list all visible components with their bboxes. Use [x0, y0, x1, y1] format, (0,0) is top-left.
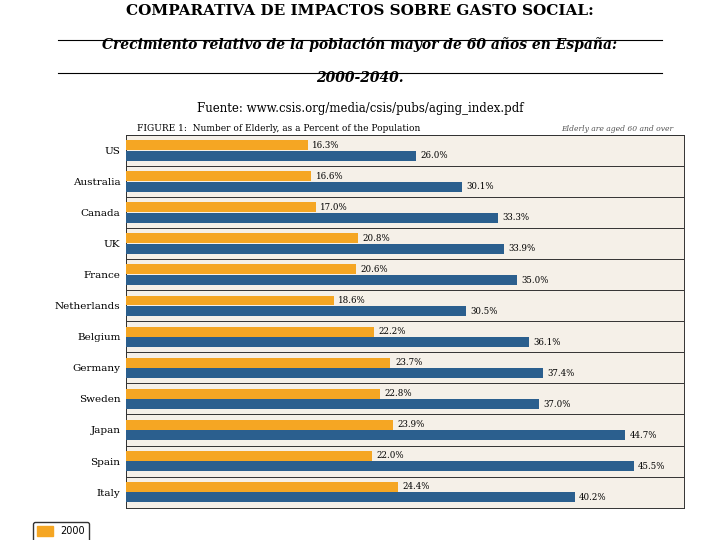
Text: 20.6%: 20.6%: [361, 265, 388, 274]
Text: 37.0%: 37.0%: [544, 400, 571, 409]
Text: COMPARATIVA DE IMPACTOS SOBRE GASTO SOCIAL:: COMPARATIVA DE IMPACTOS SOBRE GASTO SOCI…: [126, 4, 594, 18]
Text: 16.6%: 16.6%: [315, 172, 343, 181]
Text: 30.5%: 30.5%: [471, 307, 498, 315]
Bar: [126, 420, 392, 430]
Text: 23.7%: 23.7%: [395, 358, 423, 367]
Bar: [126, 291, 684, 321]
Bar: [126, 482, 398, 492]
Bar: [126, 197, 684, 228]
Bar: [126, 357, 390, 368]
Text: 26.0%: 26.0%: [420, 151, 449, 160]
Bar: [126, 451, 372, 461]
Bar: [126, 446, 684, 477]
Text: 2000-2040.: 2000-2040.: [316, 71, 404, 85]
Bar: [126, 202, 315, 212]
Bar: [126, 327, 374, 336]
Text: 20.8%: 20.8%: [363, 234, 390, 243]
Text: Fuente: www.csis.org/media/csis/pubs/aging_index.pdf: Fuente: www.csis.org/media/csis/pubs/agi…: [197, 102, 523, 115]
Bar: [126, 352, 684, 383]
Bar: [126, 182, 462, 192]
Text: 16.3%: 16.3%: [312, 141, 340, 150]
Bar: [126, 389, 380, 399]
Bar: [126, 321, 684, 353]
Text: 17.0%: 17.0%: [320, 203, 348, 212]
Text: 33.3%: 33.3%: [502, 213, 529, 222]
Text: FIGURE 1:  Number of Elderly, as a Percent of the Population: FIGURE 1: Number of Elderly, as a Percen…: [137, 124, 420, 133]
Text: 45.5%: 45.5%: [638, 462, 666, 471]
Bar: [126, 166, 684, 197]
Text: 35.0%: 35.0%: [521, 275, 549, 285]
Text: 37.4%: 37.4%: [548, 369, 575, 377]
Bar: [126, 135, 684, 166]
Text: Elderly are aged 60 and over: Elderly are aged 60 and over: [561, 125, 673, 133]
Bar: [126, 476, 684, 508]
Text: 30.1%: 30.1%: [467, 183, 494, 191]
Bar: [126, 140, 308, 150]
Bar: [126, 244, 504, 254]
Bar: [126, 461, 634, 471]
Bar: [126, 383, 684, 415]
Text: 18.6%: 18.6%: [338, 296, 366, 305]
Bar: [126, 213, 498, 223]
Bar: [126, 337, 529, 347]
Text: 23.9%: 23.9%: [397, 420, 425, 429]
Bar: [126, 306, 467, 316]
Bar: [126, 399, 539, 409]
Bar: [126, 171, 311, 181]
Bar: [126, 295, 333, 306]
Text: 22.0%: 22.0%: [376, 451, 404, 460]
Text: 40.2%: 40.2%: [579, 493, 607, 502]
Bar: [126, 233, 358, 244]
Bar: [126, 430, 625, 440]
Bar: [126, 151, 416, 161]
Bar: [126, 275, 517, 285]
Bar: [126, 492, 575, 502]
Bar: [126, 415, 684, 446]
Text: 24.4%: 24.4%: [402, 482, 431, 491]
Text: Crecimiento relativo de la población mayor de 60 años en España:: Crecimiento relativo de la población may…: [102, 37, 618, 52]
Bar: [126, 228, 684, 259]
Text: 33.9%: 33.9%: [509, 245, 536, 253]
Text: 36.1%: 36.1%: [534, 338, 561, 347]
Text: 22.8%: 22.8%: [385, 389, 413, 398]
Bar: [126, 265, 356, 274]
Text: 22.2%: 22.2%: [378, 327, 405, 336]
Text: 44.7%: 44.7%: [629, 431, 657, 440]
Bar: [126, 259, 684, 291]
Bar: [126, 368, 544, 378]
Legend: 2000, 2040: 2000, 2040: [33, 522, 89, 540]
